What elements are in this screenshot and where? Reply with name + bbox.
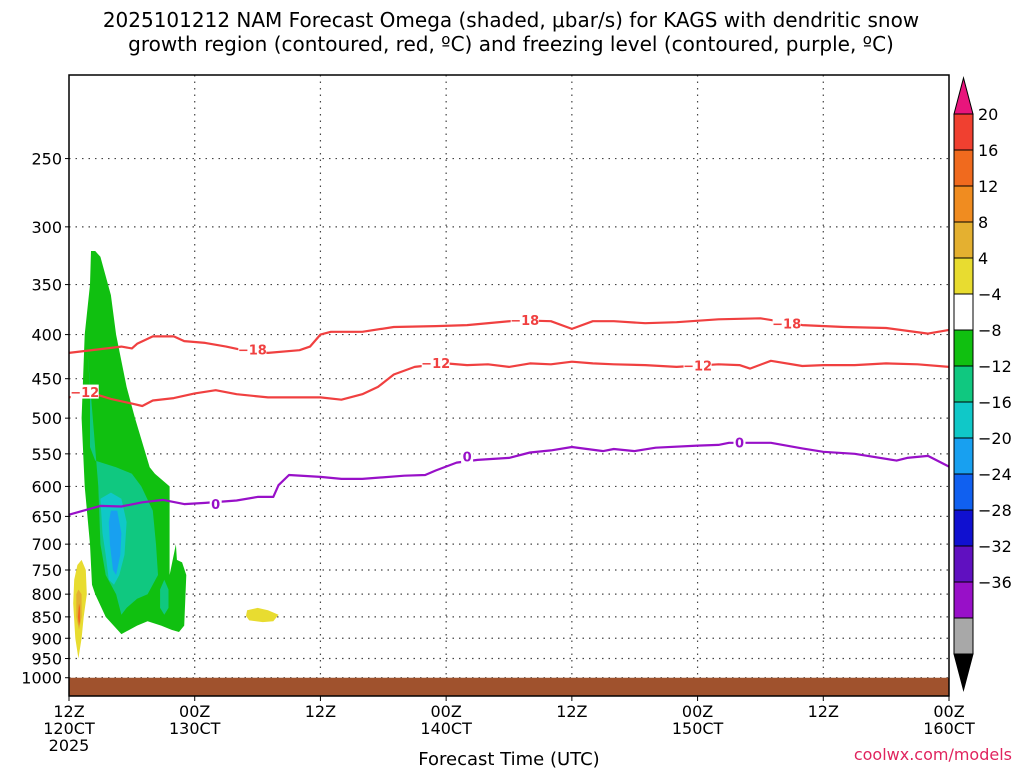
colorbar-swatch	[953, 185, 974, 223]
plot-frame	[68, 74, 950, 697]
y-tick-label: 450	[31, 370, 62, 389]
colorbar-swatch	[953, 545, 974, 583]
colorbar-swatch	[953, 149, 974, 187]
colorbar-swatch	[953, 221, 974, 259]
colorbar-swatch	[953, 113, 974, 151]
colorbar-swatch	[953, 473, 974, 511]
colorbar-swatch	[953, 257, 974, 295]
contour-label-bg	[209, 496, 222, 511]
colorbar-label: −12	[978, 357, 1012, 376]
colorbar-label: 16	[978, 141, 998, 160]
colorbar-arrow-bottom	[953, 653, 974, 692]
x-tick-label: 00Z	[430, 702, 461, 721]
contour-label-bg	[683, 357, 712, 372]
x-tick-label: 00Z	[682, 702, 713, 721]
colorbar-swatch	[953, 401, 974, 439]
y-tick-label: 750	[31, 561, 62, 580]
chart-title-line1: 2025101212 NAM Forecast Omega (shaded, μ…	[103, 8, 919, 32]
contour-label-bg	[421, 355, 450, 370]
contour-label-bg	[772, 316, 801, 331]
colorbar-swatch	[953, 365, 974, 403]
credit-text: coolwx.com/models	[854, 745, 1012, 764]
x-tick-label: 00Z	[179, 702, 210, 721]
y-tick-label: 600	[31, 477, 62, 496]
y-tick-label: 800	[31, 585, 62, 604]
y-tick-label: 250	[31, 150, 62, 169]
omega-region	[160, 579, 169, 615]
contour-label-bg	[70, 384, 99, 399]
x-tick-label: 12Z	[53, 702, 84, 721]
contour-label: 0	[735, 436, 744, 451]
contour-label: −18	[238, 344, 267, 359]
x-tick-label: 12Z	[808, 702, 839, 721]
x-tick-label: 120CT	[43, 719, 95, 738]
omega-region	[108, 510, 122, 575]
x-tick-label: 130CT	[169, 719, 221, 738]
contour-label-bg	[461, 449, 474, 464]
y-tick-label: 500	[31, 409, 62, 428]
contour-label: −12	[70, 386, 99, 401]
omega-region	[246, 607, 279, 623]
y-axis-ticks: 250 300 350 400 450 500 550 600 650 700 750 800 850 9…	[21, 150, 69, 688]
y-tick-label: 1000	[21, 669, 62, 688]
colorbar-label: −24	[978, 465, 1012, 484]
colorbar-swatch	[953, 617, 974, 655]
y-tick-label: 350	[31, 276, 62, 295]
chart-title-line2: growth region (contoured, red, ºC) and f…	[128, 32, 894, 56]
terrain-fill	[69, 677, 949, 696]
colorbar-swatch	[953, 329, 974, 367]
colorbar-label: 20	[978, 105, 998, 124]
x-tick-label: 12Z	[556, 702, 587, 721]
colorbar-swatch	[953, 293, 974, 331]
x-tick-label: 140CT	[420, 719, 472, 738]
contour-label: 0	[211, 498, 220, 513]
omega-shaded-regions	[73, 251, 279, 659]
colorbar-label: 4	[978, 249, 988, 268]
colorbar-label: −16	[978, 393, 1012, 412]
x-tick-label: 160CT	[923, 719, 975, 738]
contour-label-bg	[733, 434, 746, 449]
x-tick-label: 12Z	[305, 702, 336, 721]
colorbar-swatch	[953, 581, 974, 619]
dgz-bottom-line	[68, 359, 950, 408]
y-tick-label: 850	[31, 608, 62, 627]
y-tick-label: 550	[31, 445, 62, 464]
contour-label: −18	[510, 314, 539, 329]
x-tick-label: 2025	[49, 736, 90, 755]
contour-label: 0	[463, 451, 472, 466]
contour-label-bg	[510, 312, 539, 327]
colorbar-label: −36	[978, 573, 1012, 592]
colorbar: 20 16 12 8 4 −4 −8 −12 −16 −20 −24 −28 −32 −36	[953, 76, 1012, 692]
colorbar-label: −20	[978, 429, 1012, 448]
plot-area: −18 −18 −18 −12 −12 −12 0 0 0	[68, 74, 950, 697]
y-tick-label: 950	[31, 650, 62, 669]
colorbar-swatch	[953, 509, 974, 547]
y-tick-label: 300	[31, 218, 62, 237]
y-tick-label: 700	[31, 535, 62, 554]
plot-background	[69, 75, 949, 696]
temperature-contours: −18 −18 −18 −12 −12 −12 0 0 0	[68, 312, 950, 516]
contour-label: −12	[683, 359, 712, 374]
y-tick-label: 400	[31, 326, 62, 345]
colorbar-label: −8	[978, 321, 1002, 340]
y-tick-label: 900	[31, 629, 62, 648]
dgz-top-line	[68, 317, 950, 354]
colorbar-arrow-top	[953, 76, 974, 115]
colorbar-label: 12	[978, 177, 998, 196]
y-tick-label: 650	[31, 507, 62, 526]
colorbar-label: −28	[978, 501, 1012, 520]
x-tick-label: 150CT	[672, 719, 724, 738]
omega-region	[77, 603, 80, 626]
contour-label: −12	[421, 357, 450, 372]
colorbar-label: 8	[978, 213, 988, 232]
x-axis-label: Forecast Time (UTC)	[418, 749, 599, 768]
x-tick-label: 00Z	[933, 702, 964, 721]
colorbar-label: −32	[978, 537, 1012, 556]
colorbar-label: −4	[978, 285, 1002, 304]
contour-label: −18	[772, 318, 801, 333]
colorbar-swatch	[953, 437, 974, 475]
contour-label-bg	[238, 342, 267, 357]
